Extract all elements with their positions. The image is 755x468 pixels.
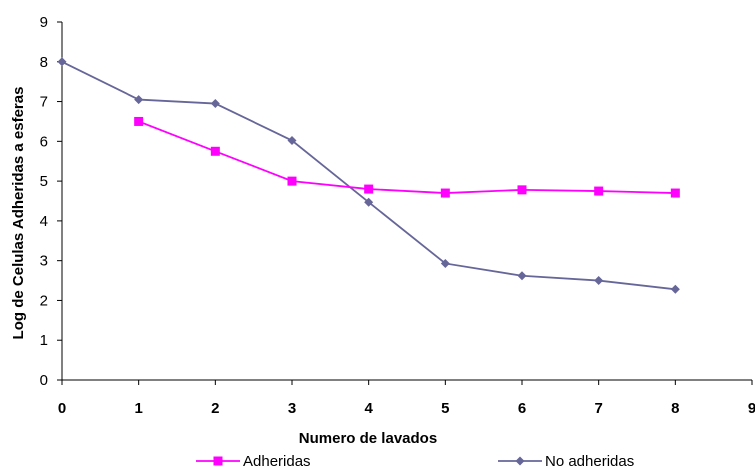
data-point	[594, 276, 604, 286]
x-tick-label: 8	[671, 400, 679, 417]
x-tick-label: 1	[134, 400, 142, 417]
data-point	[287, 136, 297, 146]
series-layer	[57, 57, 680, 294]
y-tick-label: 3	[40, 253, 48, 270]
x-tick-label: 0	[58, 400, 66, 417]
y-tick-label: 6	[40, 133, 48, 150]
y-tick-label: 7	[40, 94, 48, 111]
legend-item: Adheridas	[196, 453, 311, 468]
x-tick-label: 5	[441, 400, 449, 417]
y-axis-title: Log de Celulas Adheridas a esferas	[10, 87, 27, 340]
series-no-adheridas	[57, 57, 680, 294]
data-point	[670, 284, 680, 294]
data-point	[287, 176, 297, 186]
y-tick-label: 0	[40, 372, 48, 389]
data-point	[594, 186, 604, 196]
data-point	[517, 271, 527, 281]
data-point	[364, 197, 374, 207]
series-adheridas	[134, 116, 680, 198]
legend-item: No adheridas	[498, 453, 634, 468]
x-tick-label: 6	[518, 400, 526, 417]
x-tick-label: 3	[288, 400, 296, 417]
y-tick-label: 2	[40, 292, 48, 309]
axes: 0 1 2 3 4 5 6 7 8 9 0 1 2 3 4 5 6 7 8 9	[40, 14, 755, 417]
y-axis-title-group: Log de Celulas Adheridas a esferas	[10, 87, 27, 340]
y-tick-label: 1	[40, 332, 48, 349]
legend-label: No adheridas	[545, 453, 634, 468]
legend-label: Adheridas	[243, 453, 311, 468]
x-tick-label: 7	[594, 400, 602, 417]
data-point	[210, 146, 220, 156]
y-tick-label: 9	[40, 14, 48, 31]
data-point	[364, 184, 374, 194]
legend-marker	[515, 456, 525, 466]
x-tick-label: 2	[211, 400, 219, 417]
data-point	[440, 258, 450, 268]
data-point	[670, 188, 680, 198]
x-tick-label: 4	[364, 400, 373, 417]
data-point	[134, 116, 144, 126]
y-tick-label: 8	[40, 54, 48, 71]
series-line	[138, 120, 676, 194]
data-point	[134, 95, 144, 105]
data-point	[440, 188, 450, 198]
data-point	[517, 185, 527, 195]
data-point	[57, 57, 67, 67]
legend: Adheridas No adheridas	[196, 453, 634, 468]
x-tick-label: 9	[748, 400, 755, 417]
series-line	[61, 60, 676, 291]
legend-marker	[213, 456, 223, 466]
data-point	[210, 99, 220, 109]
x-axis-title: Numero de lavados	[299, 430, 437, 447]
y-tick-label: 5	[40, 173, 48, 190]
y-tick-label: 4	[40, 213, 48, 230]
